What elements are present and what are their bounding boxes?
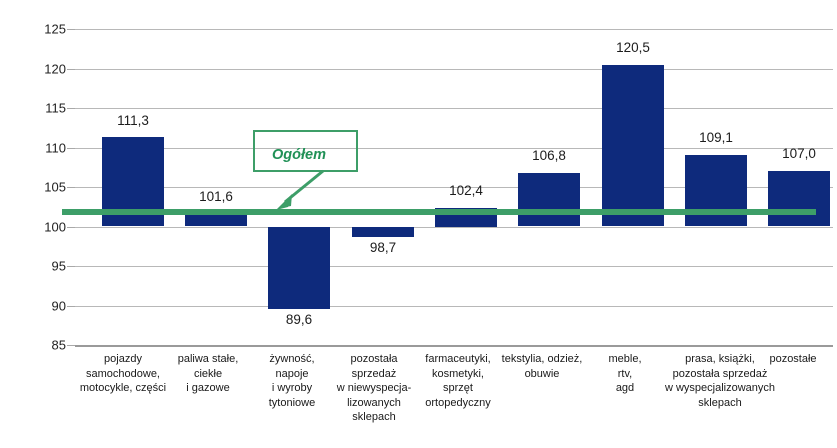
- value-label-zywnosc: 89,6: [285, 312, 313, 327]
- category-label-zywnosc: żywność, napoje i wyroby tytoniowe: [268, 353, 316, 409]
- bar-zywnosc[interactable]: [268, 226, 330, 309]
- ogolem-annotation-box: [253, 130, 358, 172]
- y-tick-mark-120: [67, 68, 75, 70]
- bar-pozostala-sprzedaz-niewyspecjalizowane[interactable]: [352, 226, 414, 237]
- value-label-tekstylia: 106,8: [532, 148, 566, 163]
- plot-area: 111,3 101,6 89,6 98,7 102,4 106,8 120,5 …: [62, 29, 833, 347]
- category-label-farmaceutyki: farmaceutyki, kosmetyki, sprzęt ortopedy…: [425, 353, 491, 409]
- bar-paliwa[interactable]: [185, 213, 247, 227]
- y-tick-mark-90: [67, 305, 75, 307]
- y-tick-label-110: 110: [45, 140, 66, 155]
- gridline-90: [75, 305, 833, 307]
- value-label-meble: 120,5: [616, 40, 650, 55]
- y-tick-label-85: 85: [51, 337, 66, 353]
- y-axis: 125 120 115 110 105 100 95 90 85: [0, 22, 66, 353]
- category-label-meble: meble, rtv, agd: [608, 353, 642, 394]
- value-label-pozostala-sprzedaz: 98,7: [369, 240, 397, 255]
- bar-pozostale[interactable]: [768, 171, 830, 227]
- y-tick-mark-115: [67, 108, 75, 109]
- y-tick-mark-110: [67, 147, 75, 149]
- gridline-95: [75, 266, 833, 267]
- gridline-105: [75, 187, 833, 188]
- category-label-paliwa: paliwa stałe, ciekłe i gazowe: [177, 353, 239, 394]
- gridline-115: [75, 108, 833, 109]
- y-tick-label-115: 115: [45, 100, 66, 116]
- value-label-farmaceutyki: 102,4: [449, 183, 483, 198]
- ogolem-reference-line: [62, 209, 816, 216]
- y-tick-label-125: 125: [44, 21, 66, 37]
- bar-prasa-ksiazki[interactable]: [685, 154, 747, 227]
- y-tick-mark-100: [67, 226, 75, 228]
- gridline-110: [75, 147, 833, 149]
- category-label-tekstylia: tekstylia, odzież, obuwie: [501, 353, 583, 380]
- y-tick-label-95: 95: [51, 258, 66, 274]
- y-tick-label-90: 90: [51, 298, 66, 313]
- gridline-100: [75, 226, 833, 228]
- category-label-pojazdy: pojazdy samochodowe, motocykle, części: [79, 353, 167, 394]
- value-label-pojazdy: 111,3: [117, 113, 149, 128]
- category-label-pozostala-sprzedaz: pozostała sprzedaż w niewyspecja- lizowa…: [336, 353, 412, 423]
- y-tick-label-100: 100: [44, 219, 66, 234]
- bar-meble-rtv-agd[interactable]: [602, 64, 664, 227]
- category-label-prasa: prasa, książki, pozostała sprzedaż w wys…: [664, 353, 776, 409]
- ogolem-arrow-icon: [276, 169, 324, 210]
- bar-tekstylia[interactable]: [518, 172, 580, 227]
- x-axis-line: [75, 345, 833, 347]
- y-tick-mark-125: [67, 29, 75, 30]
- value-label-pozostale: 107,0: [782, 146, 816, 161]
- y-tick-label-120: 120: [44, 61, 66, 76]
- y-tick-mark-95: [67, 266, 75, 267]
- value-label-prasa: 109,1: [699, 130, 733, 145]
- gridline-125: [75, 29, 833, 30]
- category-label-pozostale: pozostałe: [769, 353, 817, 365]
- ogolem-annotation-label: Ogółem: [272, 147, 326, 163]
- y-tick-label-105: 105: [44, 179, 66, 195]
- y-tick-mark-85: [67, 345, 75, 346]
- gridline-120: [75, 68, 833, 70]
- value-label-paliwa: 101,6: [199, 189, 233, 204]
- y-tick-mark-105: [67, 187, 75, 188]
